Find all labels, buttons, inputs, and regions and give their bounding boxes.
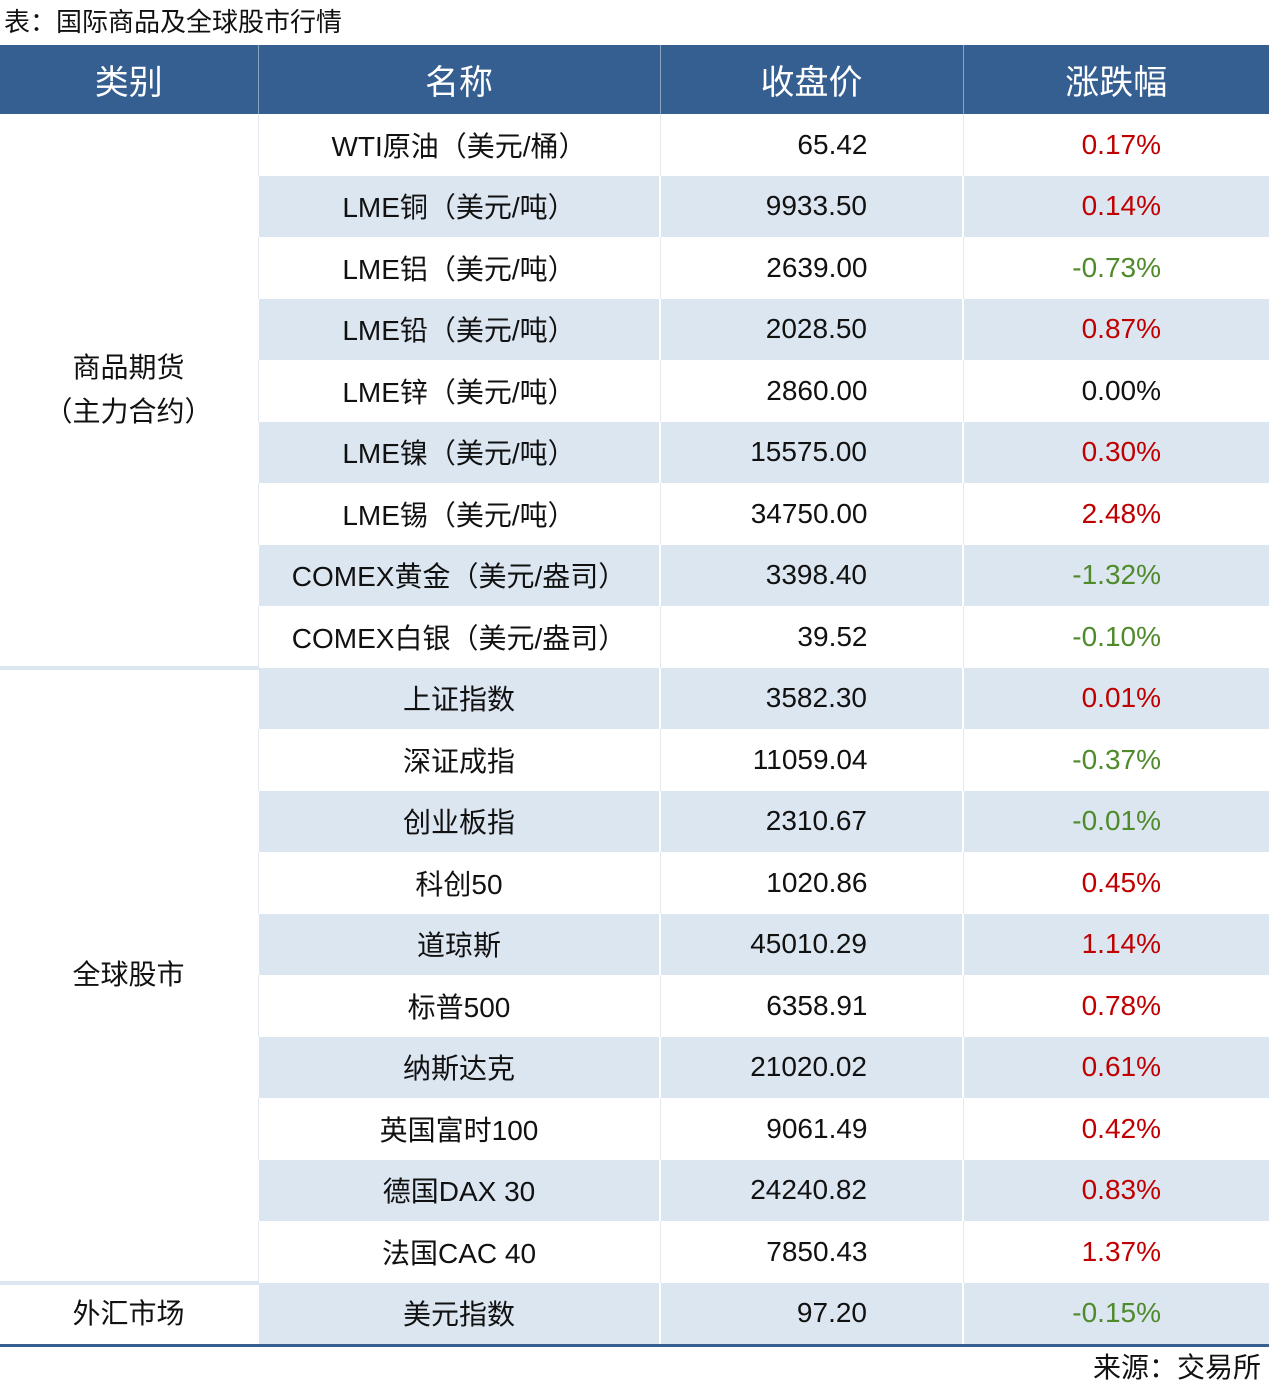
close-cell: 2639.00 xyxy=(659,237,963,299)
data-row: COMEX黄金（美元/盎司） 3398.40 -1.32% xyxy=(0,544,1269,606)
name-cell: WTI原油（美元/桶） xyxy=(257,114,660,176)
change-cell: 0.00% xyxy=(962,360,1269,422)
close-cell: 34750.00 xyxy=(659,483,963,545)
data-row: COMEX白银（美元/盎司） 39.52 -0.10% xyxy=(0,606,1269,668)
change-cell: 0.01% xyxy=(962,667,1269,729)
change-cell: 0.83% xyxy=(962,1159,1269,1221)
change-cell: 1.37% xyxy=(962,1221,1269,1283)
close-cell: 2028.50 xyxy=(659,298,963,360)
category-cell: 全球股市 xyxy=(0,667,258,1285)
name-cell: 道琼斯 xyxy=(257,913,660,975)
name-cell: LME铝（美元/吨） xyxy=(257,237,660,299)
data-row: 德国DAX 30 24240.82 0.83% xyxy=(0,1159,1269,1221)
close-cell: 21020.02 xyxy=(659,1036,963,1098)
name-cell: LME锌（美元/吨） xyxy=(257,360,660,422)
category-cell: 商品期货 （主力合约） xyxy=(0,114,258,670)
table-title: 表：国际商品及全球股市行情 xyxy=(4,7,343,37)
name-cell: 标普500 xyxy=(257,975,660,1037)
name-cell: 英国富时100 xyxy=(257,1098,660,1160)
name-cell: LME铅（美元/吨） xyxy=(257,298,660,360)
change-cell: 0.61% xyxy=(962,1036,1269,1098)
source-note: 来源：交易所 xyxy=(1092,1352,1261,1383)
data-row: LME铝（美元/吨） 2639.00 -0.73% xyxy=(0,237,1269,299)
close-cell: 9061.49 xyxy=(659,1098,963,1160)
data-row: LME镍（美元/吨） 15575.00 0.30% xyxy=(0,421,1269,483)
header-row: 类别 名称 收盘价 涨跌幅 xyxy=(0,45,1269,114)
change-cell: -0.01% xyxy=(962,790,1269,852)
data-row: LME铜（美元/吨） 9933.50 0.14% xyxy=(0,175,1269,237)
close-cell: 45010.29 xyxy=(659,913,963,975)
data-row: 道琼斯 45010.29 1.14% xyxy=(0,913,1269,975)
data-row: 法国CAC 40 7850.43 1.37% xyxy=(0,1221,1269,1283)
change-cell: 0.30% xyxy=(962,421,1269,483)
header-cell: 收盘价 xyxy=(659,45,963,114)
header-cell: 名称 xyxy=(257,45,660,114)
close-cell: 39.52 xyxy=(659,606,963,668)
table-body: 商品期货 （主力合约） WTI原油（美元/桶） 65.42 0.17% LME铜（美元/… xyxy=(0,114,1269,1344)
close-cell: 11059.04 xyxy=(659,729,963,791)
name-cell: 德国DAX 30 xyxy=(257,1159,660,1221)
change-cell: 0.42% xyxy=(962,1098,1269,1160)
close-cell: 6358.91 xyxy=(659,975,963,1037)
change-cell: 0.17% xyxy=(962,114,1269,176)
data-row: 创业板指 2310.67 -0.01% xyxy=(0,790,1269,852)
data-row: 标普500 6358.91 0.78% xyxy=(0,975,1269,1037)
name-cell: 美元指数 xyxy=(257,1282,660,1344)
data-row: LME锡（美元/吨） 34750.00 2.48% xyxy=(0,483,1269,545)
name-cell: COMEX黄金（美元/盎司） xyxy=(257,544,660,606)
data-row: 科创50 1020.86 0.45% xyxy=(0,852,1269,914)
close-cell: 1020.86 xyxy=(659,852,963,914)
name-cell: 深证成指 xyxy=(257,729,660,791)
data-row: 纳斯达克 21020.02 0.61% xyxy=(0,1036,1269,1098)
data-row: 外汇市场 美元指数 97.20 -0.15% xyxy=(0,1282,1269,1344)
name-cell: LME镍（美元/吨） xyxy=(257,421,660,483)
name-cell: 科创50 xyxy=(257,852,660,914)
change-cell: 0.45% xyxy=(962,852,1269,914)
name-cell: LME铜（美元/吨） xyxy=(257,175,660,237)
close-cell: 3582.30 xyxy=(659,667,963,729)
data-row: LME锌（美元/吨） 2860.00 0.00% xyxy=(0,360,1269,422)
change-cell: 0.78% xyxy=(962,975,1269,1037)
change-cell: -0.15% xyxy=(962,1282,1269,1344)
change-cell: 2.48% xyxy=(962,483,1269,545)
category-cell: 外汇市场 xyxy=(0,1282,258,1344)
name-cell: 上证指数 xyxy=(257,667,660,729)
header-cell: 类别 xyxy=(0,45,258,114)
close-cell: 97.20 xyxy=(659,1282,963,1344)
name-cell: 创业板指 xyxy=(257,790,660,852)
data-row: 全球股市 上证指数 3582.30 0.01% xyxy=(0,667,1269,1285)
change-cell: 0.14% xyxy=(962,175,1269,237)
close-cell: 15575.00 xyxy=(659,421,963,483)
close-cell: 24240.82 xyxy=(659,1159,963,1221)
close-cell: 9933.50 xyxy=(659,175,963,237)
change-cell: 0.87% xyxy=(962,298,1269,360)
change-cell: 1.14% xyxy=(962,913,1269,975)
close-cell: 2310.67 xyxy=(659,790,963,852)
change-cell: -0.37% xyxy=(962,729,1269,791)
header-cell: 涨跌幅 xyxy=(962,45,1269,114)
close-cell: 3398.40 xyxy=(659,544,963,606)
data-row: 深证成指 11059.04 -0.37% xyxy=(0,729,1269,791)
bottom-rule xyxy=(0,1344,1269,1347)
change-cell: -0.10% xyxy=(962,606,1269,668)
close-cell: 65.42 xyxy=(659,114,963,176)
name-cell: LME锡（美元/吨） xyxy=(257,483,660,545)
change-cell: -1.32% xyxy=(962,544,1269,606)
data-row: 商品期货 （主力合约） WTI原油（美元/桶） 65.42 0.17% xyxy=(0,114,1269,670)
name-cell: 纳斯达克 xyxy=(257,1036,660,1098)
close-cell: 7850.43 xyxy=(659,1221,963,1283)
name-cell: 法国CAC 40 xyxy=(257,1221,660,1283)
close-cell: 2860.00 xyxy=(659,360,963,422)
name-cell: COMEX白银（美元/盎司） xyxy=(257,606,660,668)
data-row: 英国富时100 9061.49 0.42% xyxy=(0,1098,1269,1160)
change-cell: -0.73% xyxy=(962,237,1269,299)
market-table: 类别 名称 收盘价 涨跌幅 商品期货 （主力合约） WTI原油（美元/桶） 65.42 0.… xyxy=(0,45,1269,1344)
data-row: LME铅（美元/吨） 2028.50 0.87% xyxy=(0,298,1269,360)
